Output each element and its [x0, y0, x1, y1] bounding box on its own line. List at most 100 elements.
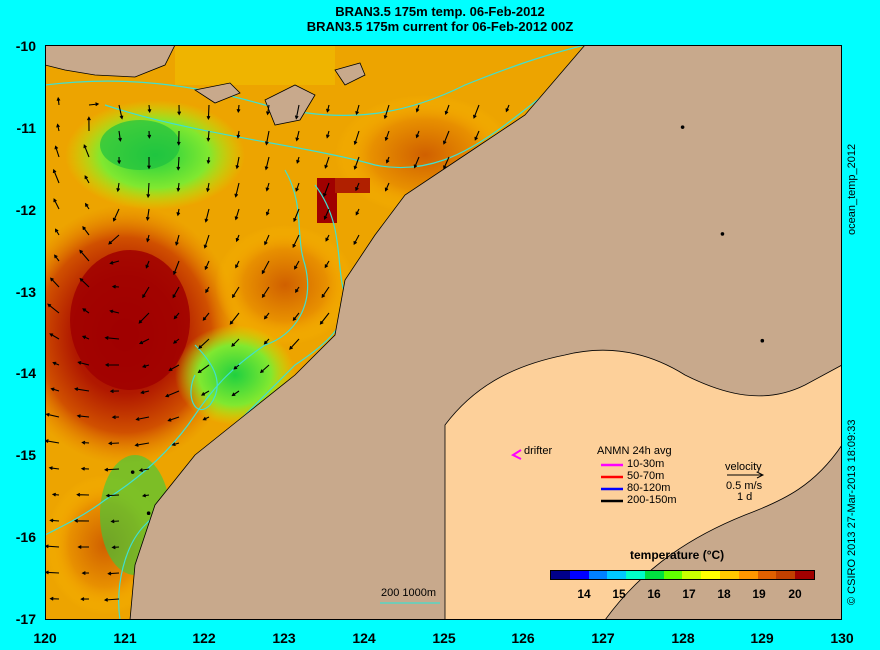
current-vector: [234, 208, 240, 221]
isobath-legend-label: 200 1000m: [381, 587, 437, 599]
current-vector: [138, 338, 150, 345]
map-title: BRAN3.5 175m temp. 06-Feb-2012: [335, 4, 545, 19]
current-vector: [54, 254, 60, 262]
current-vector: [355, 104, 360, 116]
current-vector: [206, 130, 211, 142]
current-vector: [76, 414, 90, 418]
current-vector: [443, 156, 450, 170]
current-vector: [206, 182, 210, 193]
current-vector: [265, 182, 270, 192]
current-vector: [167, 416, 180, 422]
current-vector: [84, 202, 90, 210]
current-vector: [442, 130, 450, 145]
velocity-scale-arrow: [727, 471, 765, 479]
current-vector: [118, 104, 124, 120]
current-vector: [234, 182, 240, 198]
velocity-legend-time: 1 d: [737, 491, 753, 503]
current-vector: [171, 442, 180, 447]
anmn-legend-arrows: [601, 463, 623, 503]
current-vector: [145, 208, 150, 221]
current-vector: [88, 102, 100, 107]
current-vector: [263, 312, 270, 320]
current-vector: [295, 130, 300, 142]
current-vector: [80, 597, 90, 601]
current-vector: [236, 104, 241, 114]
colorbar-tick-label: 18: [717, 587, 731, 601]
current-vector: [353, 156, 360, 170]
temperature-colorbar: [550, 570, 815, 580]
anmn-item-label: 50-70m: [627, 470, 665, 482]
current-vector: [321, 286, 330, 299]
current-vector: [176, 182, 181, 192]
colorbar-tick-label: 14: [577, 587, 591, 601]
current-vector: [109, 260, 120, 265]
current-vector: [172, 286, 180, 299]
x-tick-label: 124: [352, 630, 376, 646]
velocity-legend-speed: 0.5 m/s: [726, 480, 763, 492]
current-vector: [108, 441, 120, 446]
current-vector: [108, 234, 120, 245]
colorbar-segment: [569, 571, 589, 579]
current-vector: [231, 338, 240, 347]
drifter-symbol: [510, 449, 522, 460]
temperature-map: drifter ANMN 24h avg 10-30m 50-70m 80-12…: [45, 45, 842, 620]
current-vector: [56, 123, 60, 132]
current-vector: [104, 467, 120, 472]
current-vector: [324, 156, 330, 169]
current-vector: [76, 492, 90, 497]
anmn-item-label: 80-120m: [627, 482, 671, 494]
current-vector: [413, 156, 420, 169]
x-tick-label: 128: [671, 630, 695, 646]
current-vector: [104, 363, 120, 367]
current-vector: [77, 360, 90, 366]
current-vector: [264, 130, 270, 146]
x-tick-label: 130: [830, 630, 854, 646]
y-tick-label: -17: [15, 611, 36, 627]
current-vector: [47, 303, 60, 314]
current-vector: [236, 130, 241, 139]
y-tick-label: -10: [15, 38, 36, 54]
current-vector: [415, 130, 420, 139]
current-vector: [261, 286, 270, 298]
current-vector: [50, 277, 60, 288]
anmn-item-label: 200-150m: [627, 494, 677, 506]
current-vector: [233, 364, 240, 370]
current-vector: [111, 545, 120, 550]
current-vector: [176, 208, 181, 217]
current-vector: [117, 156, 121, 165]
map-frame: [45, 45, 842, 620]
station-marker: [130, 470, 135, 474]
current-vector: [56, 96, 61, 106]
current-vector: [263, 338, 270, 345]
current-vector: [289, 338, 300, 350]
current-vector: [73, 518, 90, 523]
colorbar-tick-label: 17: [682, 587, 696, 601]
x-tick-label: 123: [272, 630, 296, 646]
current-vector: [104, 335, 120, 340]
current-vector: [295, 286, 300, 293]
current-vectors: [45, 96, 510, 602]
current-vector: [49, 518, 60, 523]
current-vector: [147, 157, 151, 170]
current-vector: [172, 338, 180, 344]
current-vector: [118, 130, 122, 142]
x-tick-label: 127: [591, 630, 615, 646]
current-vector: [74, 387, 90, 392]
current-vector: [52, 361, 60, 366]
current-vector: [110, 519, 120, 524]
x-tick-label: 125: [432, 630, 456, 646]
current-vector: [146, 182, 151, 199]
current-vector: [147, 104, 152, 114]
current-vector: [51, 492, 60, 497]
y-tick-label: -16: [15, 529, 36, 545]
colorbar-segment: [701, 571, 721, 579]
colorbar-segment: [644, 571, 664, 579]
current-vector: [294, 260, 300, 270]
y-tick-label: -12: [15, 202, 36, 218]
colorbar-tick-label: 19: [752, 587, 766, 601]
current-vector: [165, 390, 180, 398]
x-tick-label: 122: [192, 630, 216, 646]
colorbar-tick-label: 20: [788, 587, 802, 601]
current-vector: [235, 156, 240, 170]
current-vector: [385, 156, 390, 164]
